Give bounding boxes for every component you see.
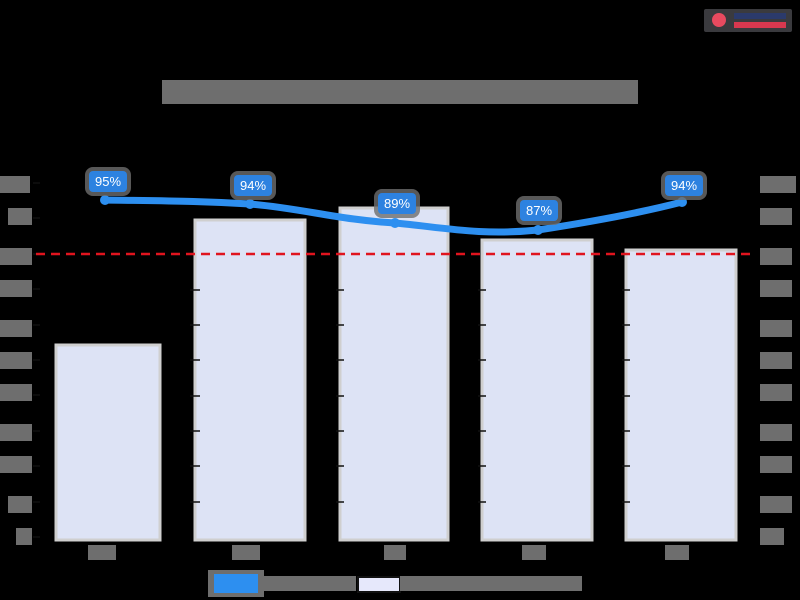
y-left-tick-label [0, 384, 32, 401]
y-left-tick-label [0, 352, 32, 369]
legend-line-swatch-frame [208, 570, 264, 597]
data-label-2: 89% [378, 193, 417, 214]
axis-ticks [33, 182, 40, 538]
line-points [100, 195, 687, 235]
legend-bar-swatch [357, 576, 401, 593]
bar-1 [193, 218, 307, 542]
y-right-tick-label [760, 208, 792, 225]
chart-title: (redacted chart title) [162, 80, 638, 104]
y-right-tick-label [760, 496, 792, 513]
y-right-tick-label [760, 320, 792, 337]
y-right-tick-label [760, 456, 792, 473]
y-left-tick-label [0, 176, 30, 193]
y-left-tick-label [0, 424, 32, 441]
x-tick-label: (redacted) [522, 545, 546, 560]
data-label-0: 95% [89, 171, 128, 192]
y-left-tick-label [0, 456, 32, 473]
bar-0 [54, 343, 162, 542]
y-left-tick-label [16, 528, 32, 545]
y-left-tick-label [8, 208, 32, 225]
y-right-tick-label [760, 248, 792, 265]
data-label-3: 87% [520, 200, 559, 221]
x-tick-label: (redacted) [665, 545, 689, 560]
y-right-tick-label [760, 176, 796, 193]
y-left-tick-label [0, 320, 32, 337]
bar-2 [338, 206, 450, 542]
data-label-4: 94% [665, 175, 704, 196]
brand-logo-icon [704, 9, 792, 32]
y-left-tick-label [8, 496, 32, 513]
legend-line-swatch [214, 574, 258, 593]
y-right-tick-label [760, 280, 792, 297]
bar-3 [480, 238, 594, 542]
legend-label-bar: (redacted bar series) [400, 576, 582, 591]
x-tick-label: (redacted) [232, 545, 260, 560]
y-right-tick-label [760, 384, 792, 401]
legend-label-line: (redacted line series) [264, 576, 356, 591]
x-tick-label: (redacted) [384, 545, 406, 560]
x-tick-label: (redacted) [88, 545, 116, 560]
y-right-tick-label [760, 424, 792, 441]
data-label-1: 94% [234, 175, 273, 196]
y-right-tick-label [760, 352, 792, 369]
logo-text-top [734, 13, 786, 19]
y-left-tick-label [0, 280, 32, 297]
logo-mark-icon [712, 13, 726, 27]
bar-4 [624, 248, 738, 542]
logo-text-bottom [734, 22, 786, 28]
y-left-tick-label [0, 248, 32, 265]
bar-series [54, 206, 738, 542]
y-right-tick-label [760, 528, 784, 545]
